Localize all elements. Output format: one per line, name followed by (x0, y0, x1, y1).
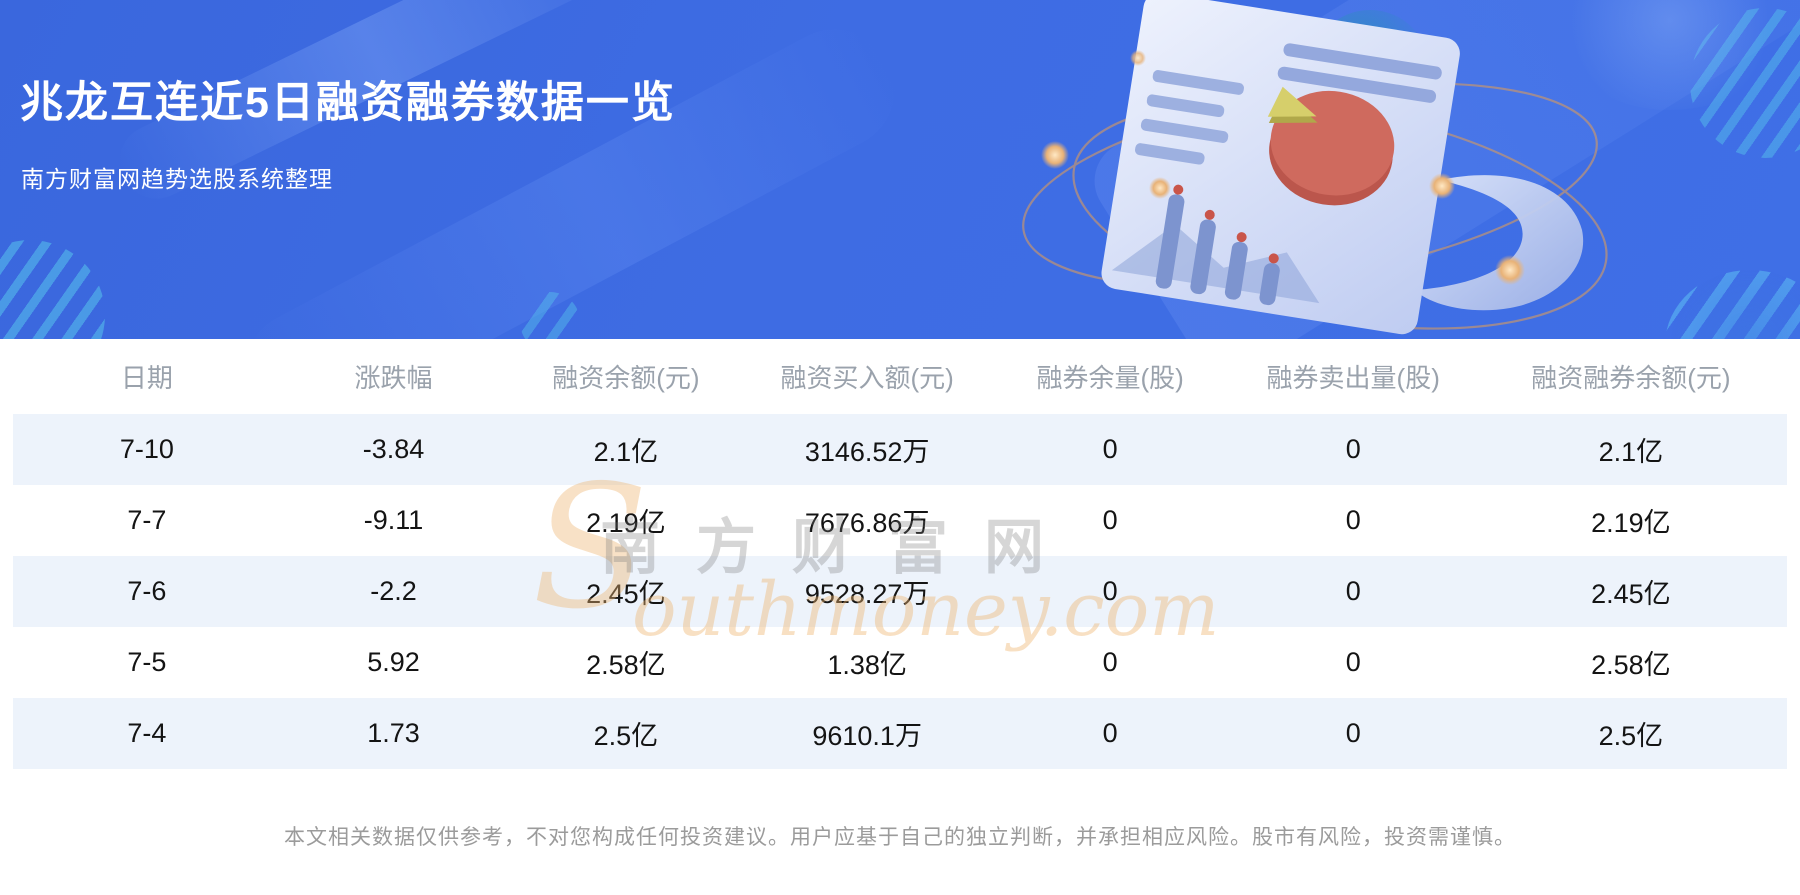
column-header-short-sell: 融券卖出量(股) (1266, 363, 1440, 393)
margin-data-table-wrap: 日期 涨跌幅 融资余额(元) 融资买入额(元) 融券余量(股) 融券卖出量(股)… (0, 339, 1800, 769)
cell-date: 7-7 (127, 505, 167, 535)
page-subtitle: 南方财富网趋势选股系统整理 (21, 166, 333, 192)
cell-margin-total: 2.19亿 (1591, 508, 1671, 538)
cell-date: 7-5 (127, 647, 167, 677)
cell-short-balance: 0 (1102, 505, 1118, 535)
cell-short-sell: 0 (1345, 505, 1361, 535)
cell-financing-buy: 3146.52万 (804, 437, 930, 467)
column-header-margin-total: 融资融券余额(元) (1531, 363, 1731, 393)
cell-short-balance: 0 (1102, 434, 1118, 464)
cell-change-pct: 1.73 (367, 718, 420, 748)
cell-financing-balance: 2.58亿 (586, 650, 666, 680)
cell-margin-total: 2.58亿 (1591, 650, 1671, 680)
cell-short-sell: 0 (1345, 434, 1361, 464)
cell-change-pct: 5.92 (367, 647, 420, 677)
hatched-circle-decoration (0, 240, 105, 339)
column-header-change-pct: 涨跌幅 (354, 363, 433, 393)
cell-short-balance: 0 (1102, 647, 1118, 677)
report-scroll-illustration (1022, 0, 1608, 335)
cell-margin-total: 2.45亿 (1591, 579, 1671, 609)
cell-financing-buy: 1.38亿 (827, 650, 907, 680)
hatched-circle-decoration (520, 292, 580, 339)
cell-change-pct: -3.84 (362, 434, 425, 464)
table-row: 7-7 -9.11 2.19亿 7676.86万 0 0 2.19亿 (13, 485, 1787, 556)
cell-short-sell: 0 (1345, 576, 1361, 606)
cell-short-sell: 0 (1345, 718, 1361, 748)
cell-margin-total: 2.1亿 (1598, 437, 1664, 467)
column-header-financing-buy: 融资买入额(元) (780, 363, 954, 393)
hero-banner: 兆龙互连近5日融资融券数据一览 南方财富网趋势选股系统整理 (0, 0, 1800, 339)
footer-disclaimer: 本文相关数据仅供参考，不对您构成任何投资建议。用户应基于自己的独立判断，并承担相… (284, 826, 1516, 849)
hatched-circle-decoration (1690, 8, 1800, 158)
cell-margin-total: 2.5亿 (1598, 721, 1664, 751)
cell-short-balance: 0 (1102, 576, 1118, 606)
cell-financing-balance: 2.5亿 (593, 721, 659, 751)
column-header-short-balance: 融券余量(股) (1036, 363, 1184, 393)
cell-date: 7-4 (127, 718, 167, 748)
hatched-circle-decoration (1665, 270, 1800, 339)
scroll-curl (1415, 175, 1584, 311)
cell-financing-buy: 9528.27万 (804, 579, 930, 609)
table-row: 7-6 -2.2 2.45亿 9528.27万 0 0 2.45亿 (13, 556, 1787, 627)
cell-financing-balance: 2.1亿 (593, 437, 659, 467)
table-row: 7-5 5.92 2.58亿 1.38亿 0 0 2.58亿 (13, 627, 1787, 698)
cell-change-pct: -9.11 (363, 505, 424, 535)
cell-financing-buy: 7676.86万 (804, 508, 930, 538)
table-row: 7-10 -3.84 2.1亿 3146.52万 0 0 2.1亿 (13, 414, 1787, 485)
table-header-row: 日期 涨跌幅 融资余额(元) 融资买入额(元) 融券余量(股) 融券卖出量(股)… (13, 339, 1787, 414)
cell-financing-balance: 2.45亿 (586, 579, 666, 609)
table-row: 7-4 1.73 2.5亿 9610.1万 0 0 2.5亿 (13, 698, 1787, 769)
cell-date: 7-6 (127, 576, 167, 606)
cell-change-pct: -2.2 (370, 576, 417, 606)
bar-chart-icon (1111, 184, 1320, 306)
column-header-date: 日期 (120, 363, 173, 393)
cell-financing-buy: 9610.1万 (812, 721, 922, 751)
column-header-financing-balance: 融资余额(元) (552, 363, 700, 393)
cell-date: 7-10 (119, 434, 174, 464)
cell-financing-balance: 2.19亿 (586, 508, 666, 538)
pie-chart-icon (1267, 86, 1395, 206)
page-title: 兆龙互连近5日融资融券数据一览 (20, 79, 676, 127)
margin-data-table: 日期 涨跌幅 融资余额(元) 融资买入额(元) 融券余量(股) 融券卖出量(股)… (13, 339, 1787, 769)
cell-short-balance: 0 (1102, 718, 1118, 748)
cell-short-sell: 0 (1345, 647, 1361, 677)
